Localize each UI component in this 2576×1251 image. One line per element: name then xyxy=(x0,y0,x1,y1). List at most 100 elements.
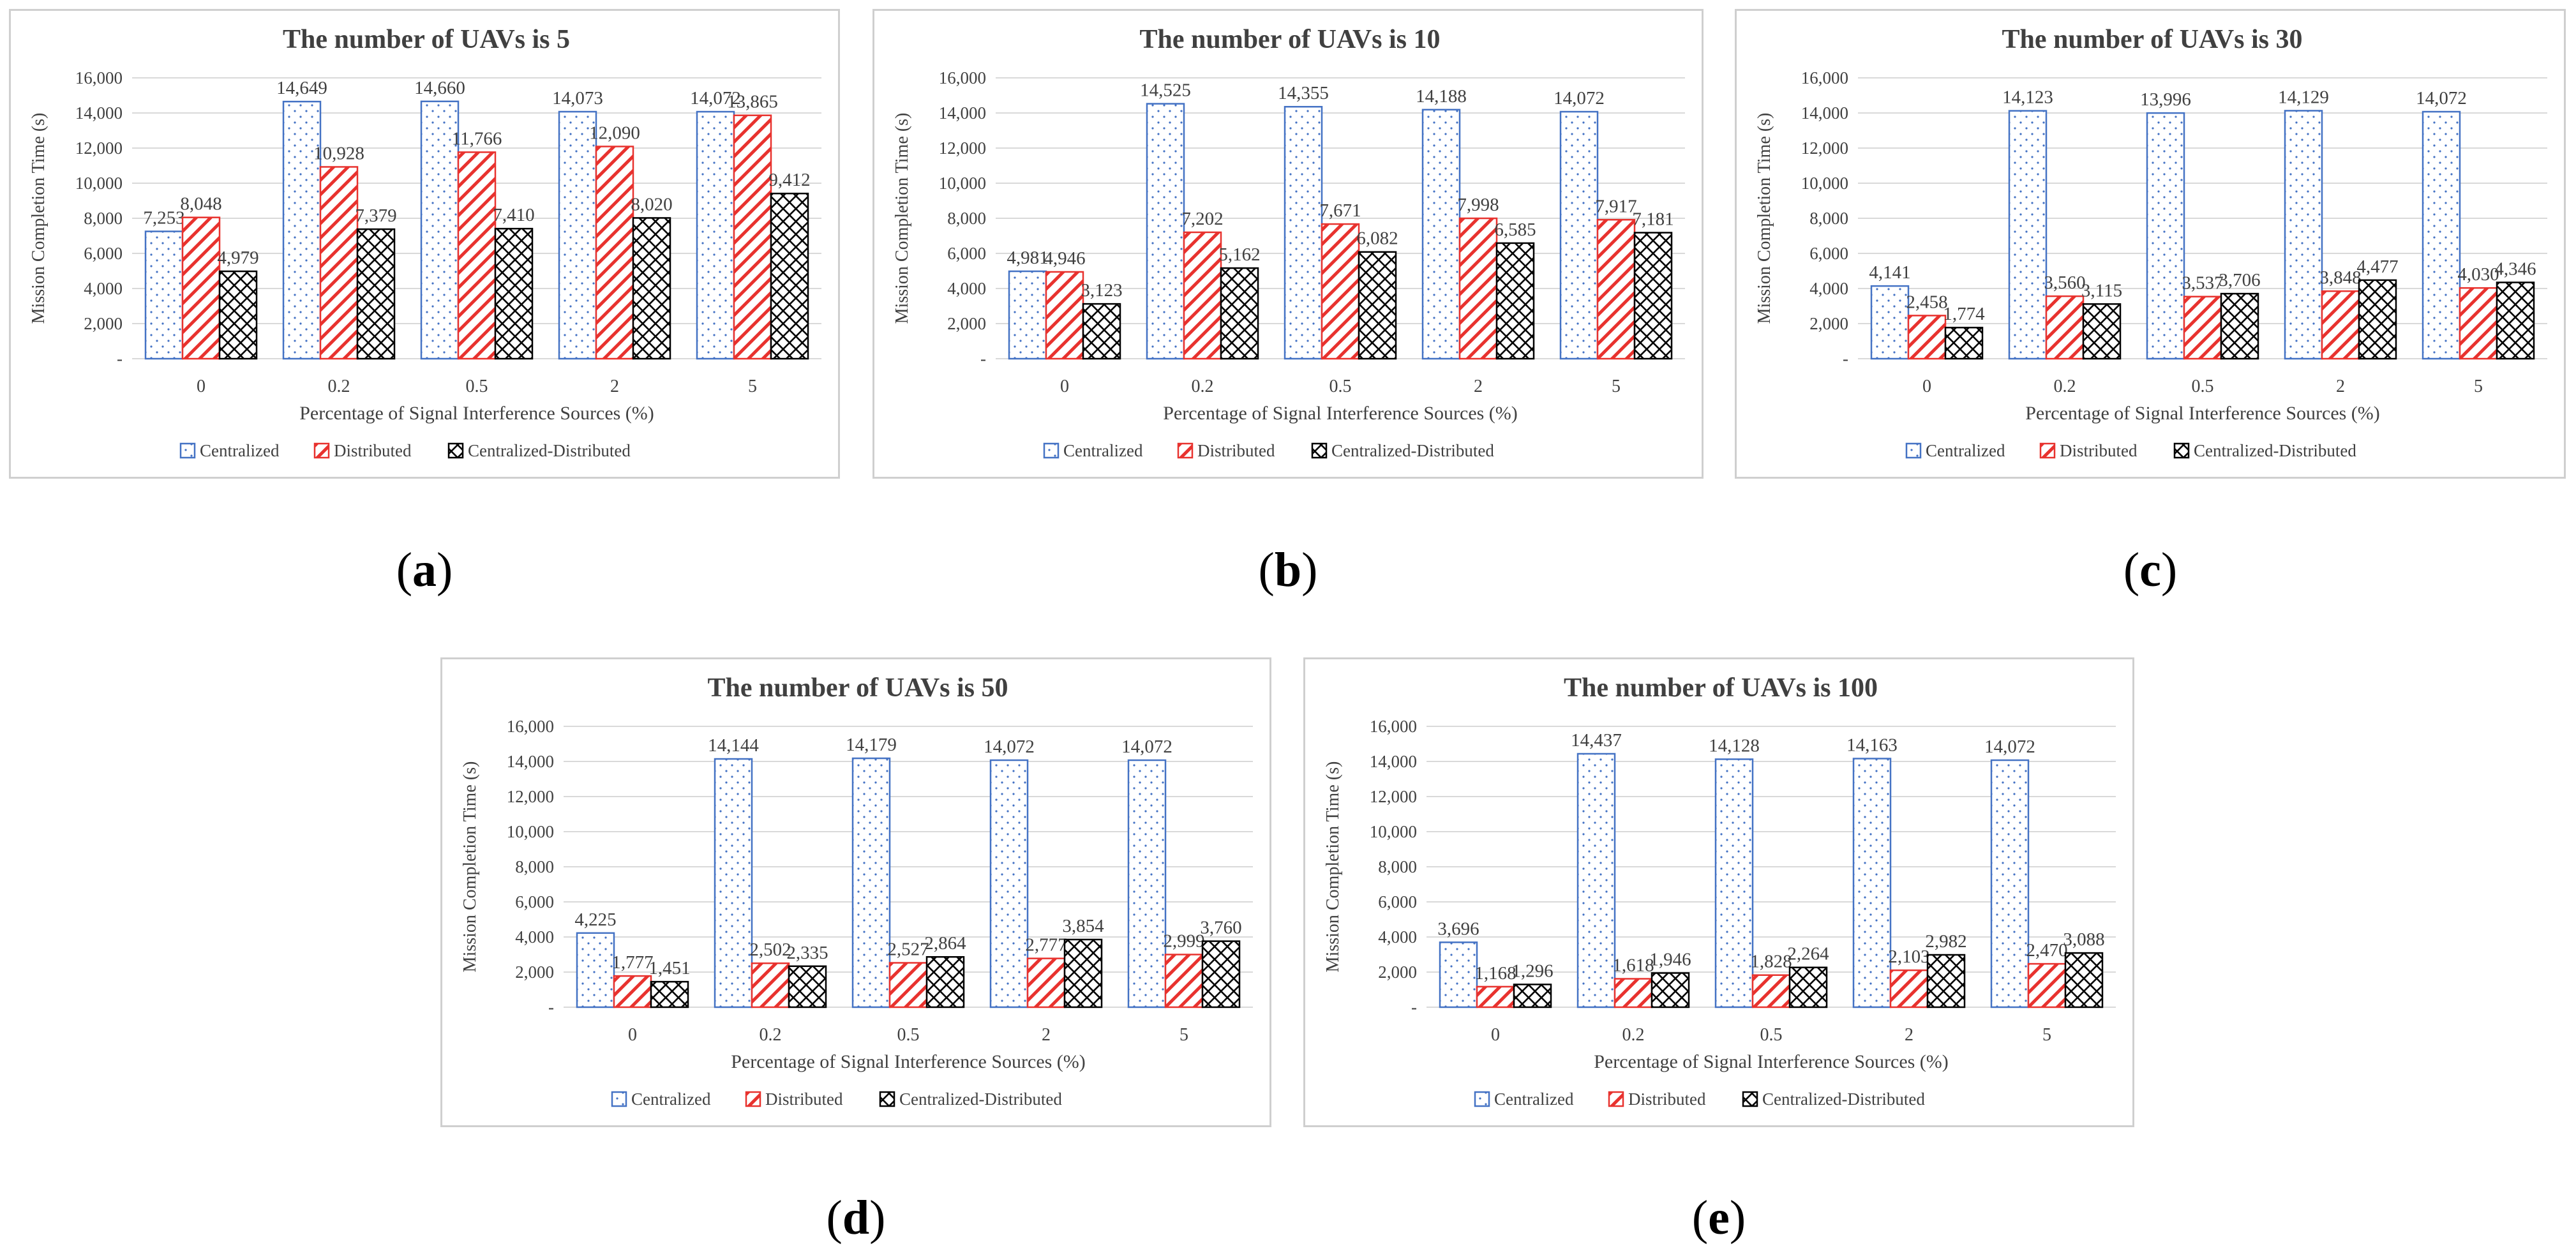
bar-distributed xyxy=(1596,219,1636,360)
bar-centralized-distributed xyxy=(2082,303,2122,360)
bar-centralized xyxy=(1559,110,1599,360)
data-label-centralized-distributed: 1,774 xyxy=(1943,304,1985,324)
bar-centralized xyxy=(851,757,891,1008)
y-tick-label: 2,000 xyxy=(1378,963,1417,982)
data-label-distributed: 8,048 xyxy=(180,194,221,214)
data-label-centralized-distributed: 2,864 xyxy=(924,933,966,954)
bar-centralized-distributed xyxy=(1633,232,1673,360)
legend-label-distributed: Distributed xyxy=(1197,441,1275,460)
caption-c-letter: c xyxy=(2139,543,2161,597)
data-label-distributed: 12,090 xyxy=(589,123,640,144)
y-axis-label: Mission Completion Time (s) xyxy=(460,761,480,973)
data-label-distributed: 13,865 xyxy=(727,92,778,112)
x-axis-label: Percentage of Signal Interference Source… xyxy=(1163,403,1518,424)
data-label-centralized-distributed: 1,451 xyxy=(648,958,690,978)
data-label-centralized-distributed: 7,181 xyxy=(1632,209,1674,230)
data-label-centralized: 13,996 xyxy=(2140,89,2191,110)
bar-distributed xyxy=(613,975,652,1008)
y-tick-label: 2,000 xyxy=(84,314,123,333)
y-tick-label: 12,000 xyxy=(507,787,554,806)
bar-distributed xyxy=(319,166,359,360)
data-label-centralized-distributed: 3,760 xyxy=(1200,918,1241,938)
data-label-centralized: 14,144 xyxy=(708,735,759,756)
data-label-centralized: 14,072 xyxy=(690,88,741,109)
bar-distributed xyxy=(1164,954,1204,1008)
y-axis-label: Mission Completion Time (s) xyxy=(1755,113,1774,324)
bar-distributed xyxy=(751,962,790,1008)
bar-centralized-distributed xyxy=(1201,940,1241,1008)
chart-title: The number of UAVs is 50 xyxy=(707,673,1008,703)
data-label-distributed: 2,777 xyxy=(1025,935,1067,955)
data-label-centralized-distributed: 6,585 xyxy=(1494,220,1536,240)
data-label-centralized: 4,981 xyxy=(1007,248,1048,268)
x-tick-label: 0.2 xyxy=(760,1025,782,1045)
data-label-distributed: 1,828 xyxy=(1750,952,1792,972)
data-label-centralized: 14,072 xyxy=(984,737,1035,757)
legend-label-distributed: Distributed xyxy=(334,441,412,460)
bar-centralized xyxy=(2146,112,2185,360)
legend-swatch-centralized xyxy=(611,1091,627,1107)
y-tick-label: 14,000 xyxy=(939,103,986,123)
data-label-centralized-distributed: 7,379 xyxy=(355,206,396,226)
y-tick-label: - xyxy=(980,349,986,368)
legend-swatch-centralized xyxy=(1043,442,1060,459)
x-axis-label: Percentage of Signal Interference Source… xyxy=(2025,403,2380,424)
x-axis-label: Percentage of Signal Interference Source… xyxy=(299,403,654,424)
legend-swatch-centralized xyxy=(179,442,196,459)
y-tick-label: 14,000 xyxy=(507,752,554,771)
caption-d: (d) xyxy=(826,1191,886,1245)
x-tick-label: 0 xyxy=(197,377,206,396)
bar-distributed xyxy=(457,151,497,360)
bar-centralized xyxy=(1714,758,1754,1008)
bar-centralized-distributed xyxy=(1358,251,1397,360)
x-axis-label: Percentage of Signal Interference Source… xyxy=(731,1051,1086,1072)
bar-centralized-distributed xyxy=(1926,954,1966,1008)
bar-centralized-distributed xyxy=(1651,972,1690,1008)
data-label-centralized-distributed: 3,088 xyxy=(2063,929,2104,950)
data-label-distributed: 3,537 xyxy=(2182,273,2223,294)
y-tick-label: 8,000 xyxy=(1378,857,1417,876)
data-label-centralized-distributed: 3,706 xyxy=(2219,270,2260,290)
legend-swatch-centralized-distributed xyxy=(1742,1091,1758,1107)
bar-centralized xyxy=(1439,941,1478,1008)
data-label-centralized-distributed: 3,115 xyxy=(2081,280,2122,301)
bar-distributed xyxy=(1907,315,1947,360)
data-label-centralized-distributed: 2,264 xyxy=(1787,944,1829,964)
data-label-distributed: 3,848 xyxy=(2319,267,2361,288)
data-label-distributed: 4,946 xyxy=(1044,248,1085,269)
bar-centralized xyxy=(144,230,184,360)
y-tick-label: - xyxy=(1843,349,1848,368)
legend-swatch-centralized-distributed xyxy=(879,1091,895,1107)
data-label-distributed: 7,202 xyxy=(1181,209,1223,229)
y-tick-label: 4,000 xyxy=(947,279,986,298)
data-label-centralized: 14,072 xyxy=(1984,737,2035,757)
y-tick-label: 6,000 xyxy=(84,244,123,263)
bar-centralized-distributed xyxy=(2496,281,2535,360)
chart-panel-a: The number of UAVs is 5 - 2,000 4,000 6,000 8… xyxy=(9,9,840,479)
legend-swatch-centralized xyxy=(1905,442,1922,459)
y-tick-label: 12,000 xyxy=(939,139,986,158)
data-label-centralized-distributed: 1,296 xyxy=(1511,961,1553,981)
data-label-centralized-distributed: 4,346 xyxy=(2494,258,2536,279)
data-label-distributed: 1,168 xyxy=(1474,963,1516,984)
data-label-centralized-distributed: 5,162 xyxy=(1218,244,1260,265)
bar-centralized-distributed xyxy=(650,980,689,1008)
y-tick-label: 12,000 xyxy=(1801,139,1848,158)
bar-centralized-distributed xyxy=(494,227,534,360)
bar-centralized xyxy=(282,100,322,360)
y-tick-label: - xyxy=(548,998,554,1017)
y-axis-label: Mission Completion Time (s) xyxy=(29,113,49,324)
y-tick-label: 4,000 xyxy=(515,927,554,947)
bar-centralized xyxy=(989,759,1029,1008)
legend-label-centralized-distributed: Centralized-Distributed xyxy=(1762,1090,1925,1109)
x-axis-label: Percentage of Signal Interference Source… xyxy=(1594,1051,1949,1072)
data-label-centralized: 14,163 xyxy=(1846,735,1898,756)
caption-b-letter: b xyxy=(1274,543,1302,597)
legend-label-centralized: Centralized xyxy=(200,441,280,460)
bar-centralized xyxy=(714,758,753,1008)
x-tick-label: 2 xyxy=(1905,1025,1913,1045)
data-label-centralized: 14,123 xyxy=(2002,87,2053,108)
chart-c: The number of UAVs is 30 - 2,000 4,000 6,000… xyxy=(1755,25,2547,460)
bar-centralized xyxy=(1870,285,1910,360)
y-tick-label: - xyxy=(117,349,123,368)
